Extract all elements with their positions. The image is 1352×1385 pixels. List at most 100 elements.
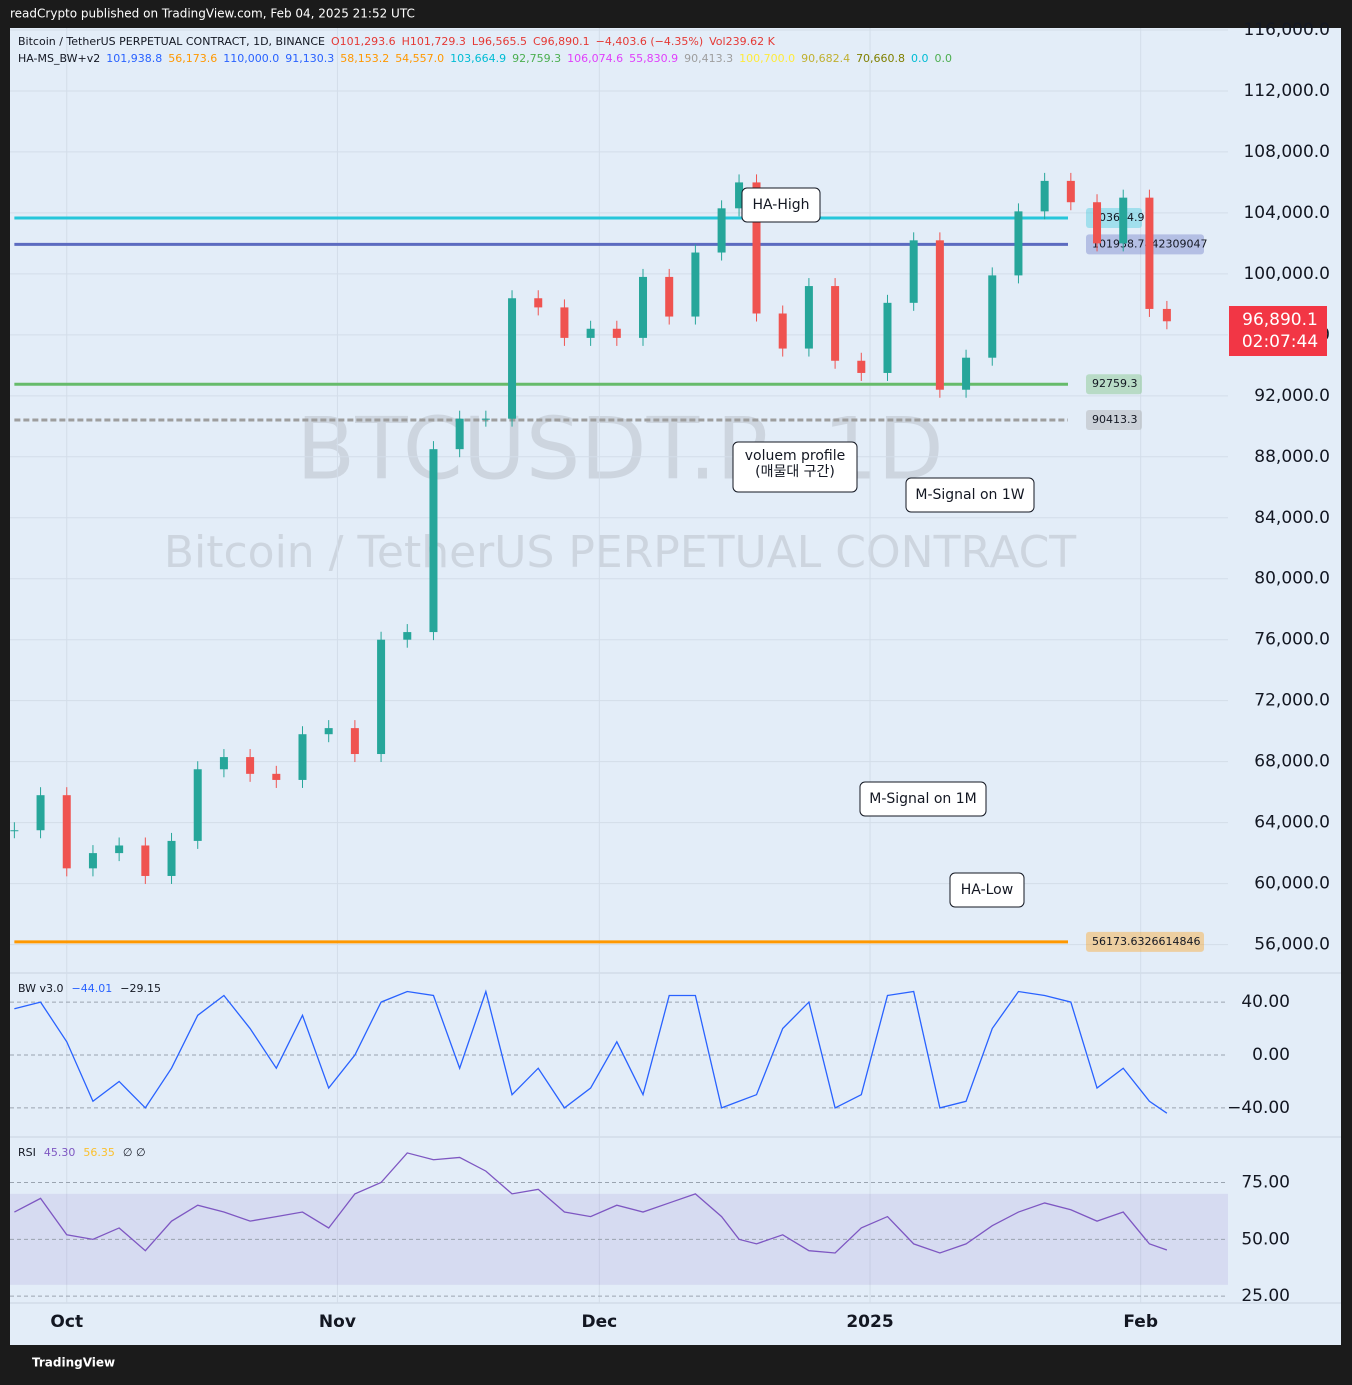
candle	[429, 449, 438, 633]
candle	[717, 208, 726, 253]
y-tick-label: 80,000.0	[1254, 569, 1330, 589]
candle	[831, 286, 840, 361]
indicator-legend: BW v3.0 −44.01 −29.15	[18, 982, 161, 995]
legend-item: 55,830.9	[629, 52, 678, 65]
candle	[193, 769, 202, 841]
y-tick-label: 76,000.0	[1254, 630, 1330, 650]
level-label: 92759.3	[1092, 377, 1138, 390]
legend-item: 54,557.0	[395, 52, 444, 65]
indicator-reading: 45.30	[44, 1146, 76, 1159]
indicator-reading: −44.01	[72, 982, 113, 995]
indicator-line	[14, 1152, 1168, 1254]
price-tag-timer: 02:07:44	[1242, 332, 1318, 352]
y-tick-label: 92,000.0	[1254, 386, 1330, 406]
legend-item: 101,938.8	[106, 52, 162, 65]
annotation-text: HA-Low	[961, 882, 1013, 898]
level-tag	[1086, 931, 1204, 952]
annotation-text: M-Signal on 1W	[915, 487, 1024, 503]
legend-item: 91,130.3	[285, 52, 334, 65]
candle	[298, 734, 307, 780]
candle	[665, 276, 674, 317]
candle	[167, 840, 176, 876]
legend-item: 56,173.6	[168, 52, 217, 65]
candle	[778, 313, 787, 349]
candle	[857, 360, 866, 373]
legend: HA-MS_BW+v2 101,938.8 56,173.6 110,000.0 91,…	[18, 52, 952, 65]
candle	[988, 275, 997, 358]
candle	[1093, 202, 1102, 244]
legend-item: −4,403.6 (−4.35%)	[596, 35, 703, 48]
candle	[752, 182, 761, 314]
candle	[246, 757, 255, 774]
level-label: 56173.6326614846	[1092, 935, 1200, 948]
annotation-text: HA-High	[752, 197, 809, 213]
y-tick-label: 64,000.0	[1254, 813, 1330, 833]
annotation-box	[949, 872, 1025, 908]
y-tick-label: 0.00	[1252, 1045, 1290, 1065]
candle	[612, 328, 621, 338]
x-tick-label: Dec	[581, 1312, 617, 1332]
y-tick-label: 100,000.0	[1243, 264, 1330, 284]
indicator-title: RSI	[18, 1146, 36, 1159]
legend-item: L96,565.5	[472, 35, 527, 48]
candle	[1119, 197, 1128, 244]
y-tick-label: 68,000.0	[1254, 752, 1330, 772]
annotation-text: voluem profile	[745, 448, 846, 464]
indicator-reading: 56.35	[83, 1146, 115, 1159]
candle	[219, 757, 228, 770]
candle	[1162, 308, 1171, 322]
legend-item: 0.0	[911, 52, 929, 65]
candle	[10, 830, 19, 832]
y-tick-label: 104,000.0	[1243, 203, 1330, 223]
y-tick-label: 84,000.0	[1254, 508, 1330, 528]
x-tick-label: Oct	[50, 1312, 83, 1332]
footer: TradingView	[32, 1356, 115, 1370]
y-tick-label: 72,000.0	[1254, 691, 1330, 711]
price-tag	[1229, 306, 1327, 356]
y-tick-label: 40.00	[1241, 992, 1290, 1012]
legend-item: 0.0	[935, 52, 953, 65]
y-tick-label: 112,000.0	[1243, 81, 1330, 101]
watermark: Bitcoin / TetherUS PERPETUAL CONTRACT	[164, 527, 1076, 578]
y-tick-label: −40.00	[1227, 1098, 1290, 1118]
candle	[272, 773, 281, 780]
candle	[88, 853, 97, 869]
level-tag	[1086, 234, 1204, 255]
candle	[534, 298, 543, 308]
y-tick-label: 116,000.0	[1243, 20, 1330, 40]
annotation-box	[732, 441, 858, 493]
candle	[909, 240, 918, 303]
legend-item: H101,729.3	[402, 35, 466, 48]
candle	[639, 276, 648, 338]
candle	[586, 328, 595, 338]
legend-item: 106,074.6	[567, 52, 623, 65]
y-tick-label: 25.00	[1241, 1286, 1290, 1306]
legend-item: 58,153.2	[340, 52, 389, 65]
candle	[560, 307, 569, 338]
level-tag	[1086, 410, 1142, 431]
legend-item: 70,660.8	[856, 52, 905, 65]
candle	[36, 795, 45, 831]
chart-background	[10, 28, 1341, 1345]
annotation-text: M-Signal on 1M	[869, 791, 976, 807]
candle	[481, 418, 490, 420]
indicator-legend: RSI 45.30 56.35 ∅ ∅	[18, 1146, 146, 1159]
candle	[804, 286, 813, 349]
indicator-reading: ∅ ∅	[123, 1146, 146, 1159]
candle	[324, 728, 333, 735]
candle	[403, 632, 412, 640]
legend-item: 90,413.3	[684, 52, 733, 65]
indicator-title: BW v3.0	[18, 982, 64, 995]
y-tick-label: 88,000.0	[1254, 447, 1330, 467]
y-tick-label: 50.00	[1241, 1229, 1290, 1249]
candle	[935, 240, 944, 390]
annotation-box	[859, 781, 987, 817]
level-tag	[1086, 374, 1142, 395]
candle	[1014, 211, 1023, 276]
level-label: 103664.9	[1092, 211, 1145, 224]
legend-item: C96,890.1	[533, 35, 590, 48]
x-tick-label: Nov	[319, 1312, 356, 1332]
candle	[883, 302, 892, 373]
candle	[1145, 197, 1154, 309]
